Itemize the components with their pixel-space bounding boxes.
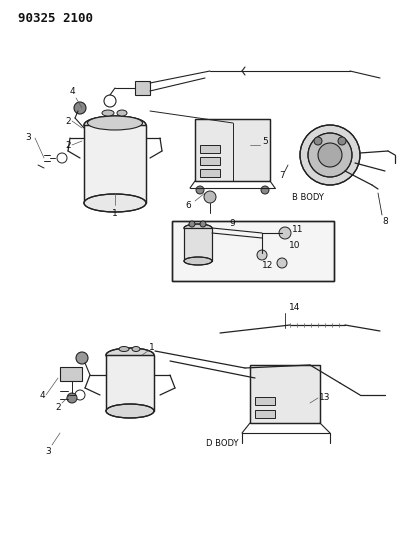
- Bar: [195, 119, 270, 181]
- Text: 7: 7: [279, 171, 285, 180]
- Ellipse shape: [84, 116, 146, 134]
- Bar: [84, 125, 146, 203]
- Bar: [184, 228, 212, 261]
- Text: 1: 1: [112, 208, 118, 217]
- Text: 10: 10: [289, 240, 301, 249]
- Bar: [200, 145, 220, 153]
- Bar: [172, 221, 334, 281]
- Text: 12: 12: [262, 261, 274, 270]
- Ellipse shape: [132, 346, 140, 351]
- Text: 2: 2: [65, 117, 71, 125]
- Circle shape: [74, 102, 86, 114]
- Bar: [84, 125, 146, 203]
- Bar: [106, 355, 154, 411]
- Text: 90325 2100: 90325 2100: [18, 12, 93, 25]
- Bar: [172, 221, 334, 281]
- Text: 6: 6: [185, 200, 191, 209]
- Ellipse shape: [106, 348, 154, 362]
- Circle shape: [196, 186, 204, 194]
- Text: D BODY: D BODY: [206, 439, 238, 448]
- Circle shape: [261, 186, 269, 194]
- Ellipse shape: [184, 257, 212, 265]
- Ellipse shape: [184, 224, 212, 232]
- Circle shape: [300, 125, 360, 185]
- Circle shape: [318, 143, 342, 167]
- Bar: [200, 157, 220, 165]
- Text: 4: 4: [39, 391, 45, 400]
- Circle shape: [277, 258, 287, 268]
- Circle shape: [67, 393, 77, 403]
- Bar: [200, 169, 220, 177]
- Circle shape: [279, 227, 291, 239]
- Circle shape: [338, 137, 346, 145]
- Ellipse shape: [88, 116, 142, 130]
- Bar: [250, 365, 320, 423]
- Bar: [255, 397, 275, 405]
- Ellipse shape: [84, 194, 146, 212]
- Ellipse shape: [106, 404, 154, 418]
- Text: 2: 2: [55, 403, 61, 413]
- Bar: [184, 228, 212, 261]
- Ellipse shape: [102, 110, 114, 116]
- Text: B BODY: B BODY: [292, 193, 324, 203]
- Text: 3: 3: [25, 133, 31, 142]
- Text: 3: 3: [45, 447, 51, 456]
- Text: 2: 2: [65, 141, 71, 149]
- Text: 8: 8: [382, 216, 388, 225]
- Circle shape: [314, 137, 322, 145]
- Circle shape: [76, 352, 88, 364]
- Text: 1: 1: [149, 343, 155, 352]
- Bar: [250, 365, 320, 423]
- Circle shape: [257, 250, 267, 260]
- Circle shape: [204, 191, 216, 203]
- Ellipse shape: [119, 346, 129, 351]
- Bar: [135, 81, 150, 95]
- Text: 14: 14: [289, 303, 301, 312]
- Bar: [60, 367, 82, 381]
- Circle shape: [200, 221, 206, 227]
- Bar: [255, 410, 275, 418]
- Circle shape: [308, 133, 352, 177]
- Text: 11: 11: [292, 224, 304, 233]
- Text: 5: 5: [262, 136, 268, 146]
- Ellipse shape: [117, 110, 127, 116]
- Circle shape: [189, 221, 195, 227]
- Text: 4: 4: [69, 86, 75, 95]
- Text: 9: 9: [229, 219, 235, 228]
- Bar: [106, 355, 154, 411]
- Text: 13: 13: [319, 393, 331, 402]
- Bar: [195, 119, 270, 181]
